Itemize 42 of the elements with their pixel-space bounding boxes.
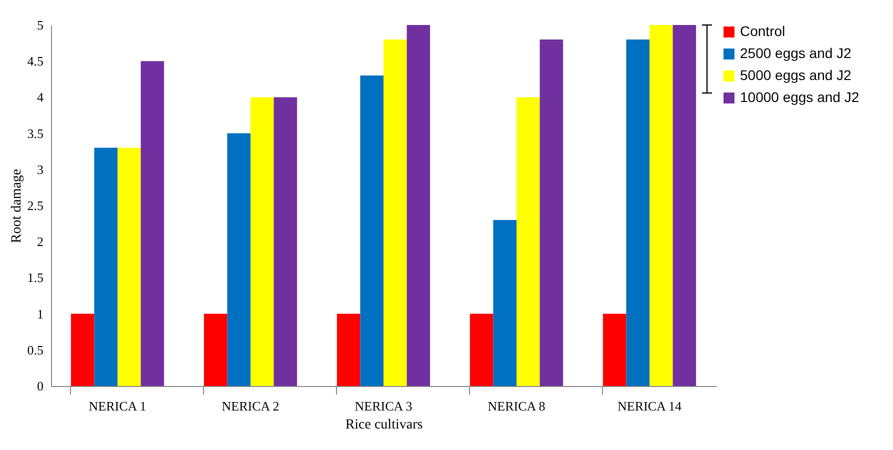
bar — [626, 39, 650, 386]
bar — [384, 39, 407, 386]
y-tick-label: 3.5 — [27, 126, 44, 141]
x-tick-label: NERICA 1 — [88, 398, 146, 414]
y-tick-label: 1.5 — [27, 270, 44, 286]
y-tick-label: 2.5 — [27, 198, 44, 213]
bar — [650, 25, 673, 386]
y-axis-title: Root damage — [9, 168, 24, 244]
x-tick-label: NERICA 8 — [488, 398, 546, 414]
bar — [250, 97, 274, 386]
bar — [672, 25, 696, 386]
x-axis-title: Rice cultivars — [345, 418, 423, 432]
y-tick-label: 2 — [37, 234, 44, 250]
bar — [602, 314, 626, 386]
bar — [360, 76, 384, 386]
bar — [274, 97, 298, 386]
bar — [227, 133, 250, 386]
x-tick-label: NERICA 14 — [618, 398, 682, 414]
bar — [516, 97, 540, 386]
bar — [94, 148, 118, 386]
legend-label: 2500 eggs and J2 — [740, 45, 852, 61]
bar — [118, 148, 141, 386]
bar — [140, 61, 164, 386]
bar — [493, 220, 516, 386]
bar — [70, 314, 94, 386]
bar — [204, 314, 228, 386]
x-tick-label: NERICA 3 — [354, 398, 412, 414]
y-tick-label: 4.5 — [27, 54, 44, 69]
legend-label: 5000 eggs and J2 — [740, 67, 852, 83]
bar — [336, 314, 360, 386]
bar — [540, 39, 564, 386]
y-tick-label: 1 — [37, 306, 44, 322]
y-tick-label: 3 — [37, 162, 44, 177]
bar — [470, 314, 494, 386]
y-tick-label: 0 — [37, 378, 44, 394]
legend-label: Control — [740, 23, 786, 39]
y-tick-label: 4 — [37, 90, 44, 105]
y-tick-label: 0.5 — [27, 342, 44, 358]
bar — [406, 25, 430, 386]
x-tick-label: NERICA 2 — [222, 398, 280, 414]
legend-label: 10000 eggs and J2 — [740, 89, 860, 105]
y-tick-label: 5 — [37, 18, 44, 32]
